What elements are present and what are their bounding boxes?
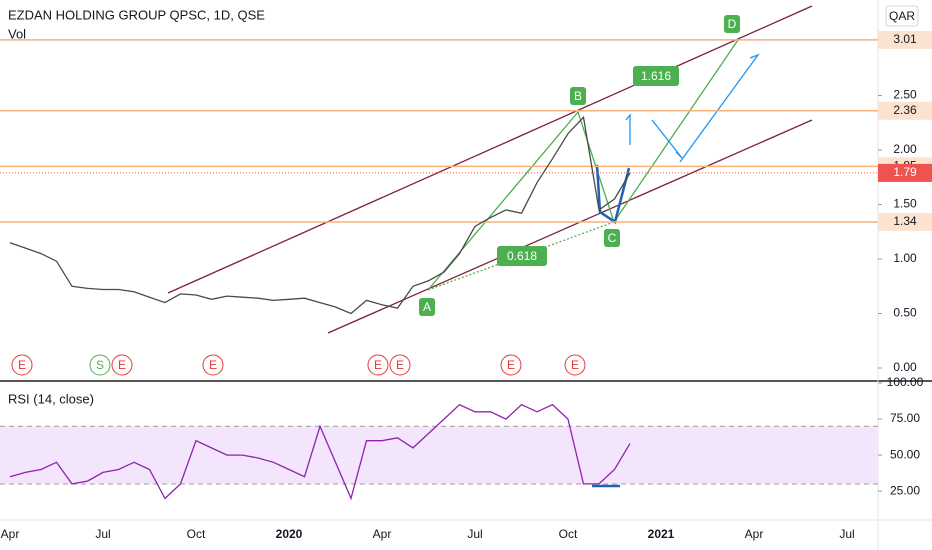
pattern-points: A B C D 0.618 1.616 — [419, 15, 740, 316]
x-tick-label: Jul — [467, 527, 482, 541]
event-marker — [111, 354, 133, 376]
rsi-band — [0, 426, 878, 484]
level-label: 3.01 — [893, 32, 917, 46]
event-label: E — [396, 358, 404, 372]
event-label: E — [118, 358, 126, 372]
arrow-target — [679, 53, 760, 163]
currency[interactable]: QAR — [889, 9, 915, 23]
y-tick-label: 75.00 — [890, 411, 920, 425]
series-line — [9, 403, 631, 501]
event-marker — [89, 354, 111, 376]
x-tick-label: Apr — [745, 527, 764, 541]
level-label: 1.34 — [893, 214, 917, 228]
x-tick-label: Jul — [95, 527, 110, 541]
x-tick-label: Apr — [373, 527, 392, 541]
point-box — [604, 229, 620, 247]
event-marker — [389, 354, 411, 376]
y-tick-label: 0.00 — [893, 360, 917, 374]
rsi-title: RSI (14, close) — [8, 391, 94, 406]
y-tick-label: 1.00 — [893, 251, 917, 265]
x-tick-label: 2020 — [276, 527, 303, 541]
fib-label: 0.618 — [507, 249, 537, 263]
event-label: E — [507, 358, 515, 372]
x-tick-label: Oct — [187, 527, 206, 541]
x-tick-label: Apr — [1, 527, 20, 541]
level-box — [878, 101, 932, 120]
chart-title: EZDAN HOLDING GROUP QPSC, 1D, QSE — [8, 7, 265, 22]
y-tick-label: 50.00 — [890, 447, 920, 461]
point-label: D — [728, 17, 737, 31]
y-tick-label: 0.50 — [893, 306, 917, 320]
channel-upper — [167, 5, 813, 294]
y-tick-label: 2.50 — [893, 88, 917, 102]
event-label: E — [571, 358, 579, 372]
point-label: C — [608, 231, 617, 245]
currency-box[interactable] — [885, 5, 919, 27]
arrow-up — [625, 113, 631, 145]
y-tick-label: 25.00 — [890, 483, 920, 497]
y-tick-label: 100.00 — [887, 375, 924, 389]
pattern — [595, 164, 631, 225]
event-marker — [500, 354, 522, 376]
level-box — [878, 30, 932, 49]
y-tick-label: 1.50 — [893, 197, 917, 211]
point-box — [419, 298, 435, 316]
event-label: E — [374, 358, 382, 372]
point-label: A — [423, 300, 431, 314]
volume-label: Vol — [8, 26, 26, 41]
level-label: 2.36 — [893, 103, 917, 117]
point-box — [724, 15, 740, 33]
fib-label: 1.616 — [641, 69, 671, 83]
event-marker — [564, 354, 586, 376]
y-tick-label: 2.00 — [893, 142, 917, 156]
x-tick-label: 2021 — [648, 527, 675, 541]
level-box — [878, 212, 932, 231]
event-marker — [202, 354, 224, 376]
channel-lower — [327, 119, 813, 334]
event-marker — [367, 354, 389, 376]
event-label: E — [18, 358, 26, 372]
last-price-box — [878, 163, 932, 182]
series-line — [9, 115, 631, 315]
event-label: S — [96, 358, 104, 372]
x-tick-label: Jul — [839, 527, 854, 541]
arrow-down — [651, 119, 683, 159]
fib-box — [497, 246, 547, 266]
fib-line — [427, 221, 615, 291]
event-label: E — [209, 358, 217, 372]
last-price-label: 1.79 — [893, 165, 917, 179]
x-tick-label: Oct — [559, 527, 578, 541]
point-box — [570, 87, 586, 105]
event-marker — [11, 354, 33, 376]
fib-box — [633, 66, 679, 86]
point-label: B — [574, 89, 582, 103]
